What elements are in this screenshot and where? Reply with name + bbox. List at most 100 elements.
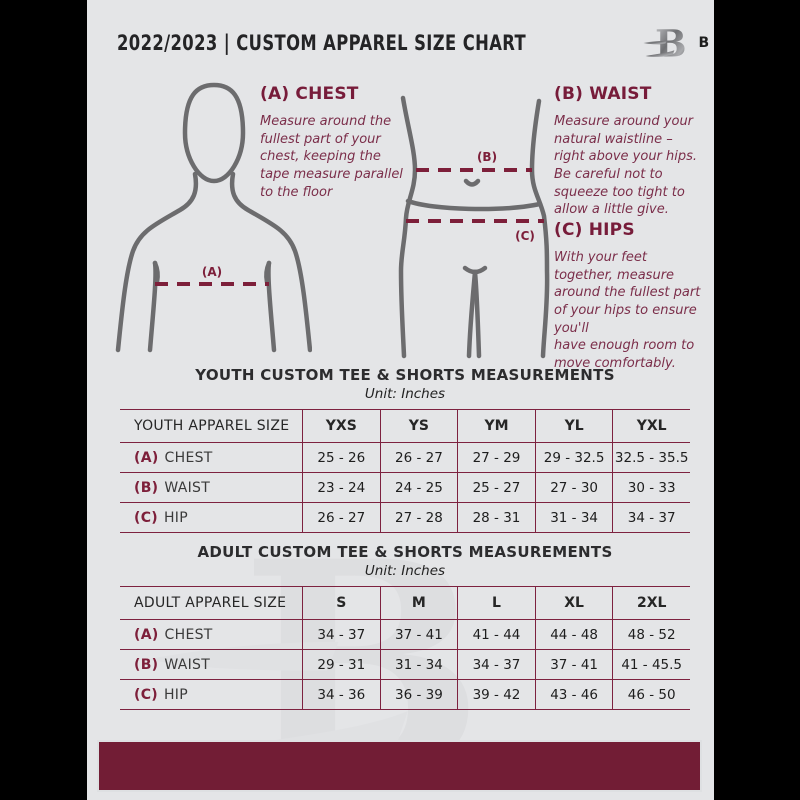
row-header: (C) HIP (120, 680, 302, 709)
row-header: (B) WAIST (120, 650, 302, 679)
hips-body-text: With your feet together, measure around … (554, 250, 701, 372)
breakaway-b-icon: B (642, 22, 686, 64)
row-prefix: (B) (134, 656, 159, 673)
column-header: ADULT APPAREL SIZE (134, 595, 287, 611)
chest-heading: (A) CHEST (260, 84, 359, 104)
adult-table-unit: Unit: Inches (364, 563, 446, 579)
table-row: (B) WAIST 23 - 24 24 - 25 25 - 27 27 - 3… (120, 473, 690, 503)
hips-instructions: (C) HIPS With your feet together, measur… (554, 220, 714, 373)
hips-heading: (C) HIPS (554, 220, 635, 240)
adult-size-section: ADULT CUSTOM TEE & SHORTS MEASUREMENTS U… (120, 543, 690, 710)
youth-table-title: YOUTH CUSTOM TEE & SHORTS MEASUREMENTS (195, 366, 615, 384)
cell-value: 41 - 44 (457, 620, 535, 649)
column-header: XL (534, 587, 613, 619)
hip-contour-line (405, 198, 543, 212)
column-header: 2XL (612, 587, 690, 619)
cell-value: 26 - 27 (302, 503, 380, 532)
cell-value: 34 - 36 (302, 680, 380, 709)
row-label: CHEST (164, 449, 213, 466)
cell-value: 31 - 34 (379, 650, 458, 679)
cell-value: 25 - 27 (457, 473, 535, 502)
waist-instructions: (B) WAIST Measure around your natural wa… (554, 84, 714, 219)
table-row: (A) CHEST 25 - 26 26 - 27 27 - 29 29 - 3… (120, 443, 690, 473)
cell-value: 27 - 29 (457, 443, 535, 472)
table-row: (C) HIP 26 - 27 27 - 28 28 - 31 31 - 34 … (120, 503, 690, 533)
youth-size-section: YOUTH CUSTOM TEE & SHORTS MEASUREMENTS U… (120, 366, 690, 533)
youth-table-unit: Unit: Inches (364, 386, 446, 402)
chest-measure-diagram: (A) (115, 82, 312, 353)
cell-value: 32.5 - 35.5 (612, 443, 690, 472)
row-header: (A) CHEST (120, 620, 302, 649)
column-header: S (302, 587, 380, 619)
cell-value: 29 - 32.5 (534, 443, 613, 472)
row-header: (A) CHEST (120, 443, 302, 472)
cell-value: 34 - 37 (302, 620, 380, 649)
row-prefix: (A) (134, 449, 159, 466)
column-header: YXL (612, 410, 690, 442)
cell-value: 34 - 37 (457, 650, 535, 679)
waist-body-text: Measure around your natural waistline – … (554, 114, 698, 218)
document-header: 2022/2023 | CUSTOM APPAREL SIZE CHART B … (117, 20, 714, 66)
cell-value: 31 - 34 (534, 503, 613, 532)
column-header: L (457, 587, 535, 619)
row-header: (C) HIP (120, 503, 302, 532)
cell-value: 36 - 39 (379, 680, 458, 709)
row-prefix: (C) (134, 686, 158, 703)
cell-value: 34 - 37 (612, 503, 690, 532)
row-label: HIP (163, 686, 188, 703)
cell-value: 48 - 52 (612, 620, 690, 649)
cell-value: 24 - 25 (379, 473, 458, 502)
navel-mark (463, 178, 481, 187)
row-prefix: (C) (134, 509, 158, 526)
row-label: HIP (163, 509, 188, 526)
cell-value: 46 - 50 (612, 680, 690, 709)
cell-value: 27 - 30 (534, 473, 613, 502)
table-row: (C) HIP 34 - 36 36 - 39 39 - 42 43 - 46 … (120, 680, 690, 710)
row-label: CHEST (164, 626, 213, 643)
row-label: WAIST (164, 479, 211, 496)
size-chart-document: B 2022/2023 | CUSTOM APPAREL SIZE CHART … (87, 0, 714, 800)
chest-line-label: (A) (202, 265, 222, 279)
column-header: YS (379, 410, 458, 442)
waist-line-label: (B) (477, 150, 497, 164)
brand-name: BREAKAWAY (698, 35, 714, 51)
cell-value: 37 - 41 (379, 620, 458, 649)
cell-value: 25 - 26 (302, 443, 380, 472)
youth-size-table: YOUTH APPAREL SIZE YXS YS YM YL YXL (A) … (120, 409, 690, 533)
table-header-row: ADULT APPAREL SIZE S M L XL 2XL (120, 587, 690, 620)
waist-hip-measure-diagram: (B) (C) (398, 95, 550, 359)
cell-value: 41 - 45.5 (612, 650, 690, 679)
hip-line-label: (C) (515, 229, 535, 243)
row-header: (B) WAIST (120, 473, 302, 502)
row-label: WAIST (164, 656, 211, 673)
row-prefix: (A) (134, 626, 159, 643)
cell-value: 28 - 31 (457, 503, 535, 532)
column-header: YM (457, 410, 535, 442)
waist-heading: (B) WAIST (554, 84, 652, 104)
adult-table-title: ADULT CUSTOM TEE & SHORTS MEASUREMENTS (197, 543, 613, 561)
column-header: YOUTH APPAREL SIZE (134, 418, 290, 434)
cell-value: 23 - 24 (302, 473, 380, 502)
footer-bar (97, 740, 702, 792)
cell-value: 39 - 42 (457, 680, 535, 709)
adult-size-table: ADULT APPAREL SIZE S M L XL 2XL (A) CHES… (120, 586, 690, 710)
column-header: YL (534, 410, 613, 442)
document-title-text: 2022/2023 | CUSTOM APPAREL SIZE CHART (117, 31, 527, 55)
cell-value: 27 - 28 (379, 503, 458, 532)
row-prefix: (B) (134, 479, 159, 496)
cell-value: 44 - 48 (534, 620, 613, 649)
table-row: (A) CHEST 34 - 37 37 - 41 41 - 44 44 - 4… (120, 620, 690, 650)
chest-instructions: (A) CHEST Measure around the fullest par… (260, 84, 425, 201)
table-row: (B) WAIST 29 - 31 31 - 34 34 - 37 37 - 4… (120, 650, 690, 680)
figure-head (182, 82, 246, 184)
column-header: M (379, 587, 458, 619)
cell-value: 43 - 46 (534, 680, 613, 709)
cell-value: 30 - 33 (612, 473, 690, 502)
column-header: YXS (302, 410, 380, 442)
chest-body-text: Measure around the fullest part of your … (260, 114, 403, 200)
document-title: 2022/2023 | CUSTOM APPAREL SIZE CHART (117, 31, 642, 55)
cell-value: 26 - 27 (379, 443, 458, 472)
cell-value: 37 - 41 (534, 650, 613, 679)
table-header-row: YOUTH APPAREL SIZE YXS YS YM YL YXL (120, 410, 690, 443)
